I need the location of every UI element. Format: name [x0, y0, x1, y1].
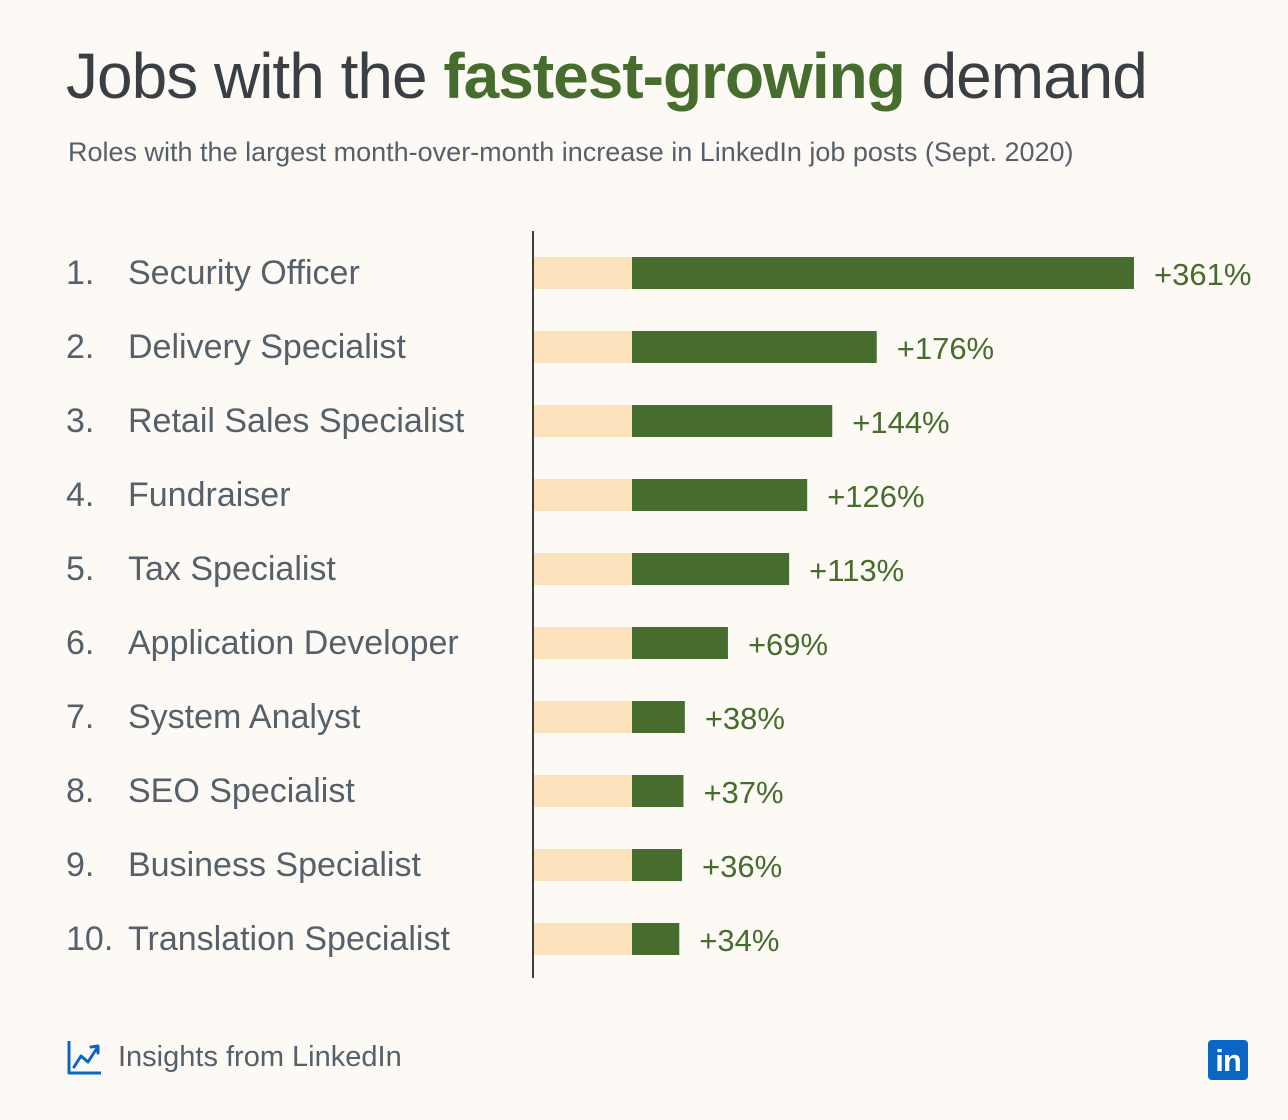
rank-number: 3. [66, 402, 95, 440]
rank-number: 7. [66, 698, 95, 736]
footer-text: Insights from LinkedIn [118, 1040, 402, 1073]
bar-base [533, 257, 632, 289]
chart-subtitle: Roles with the largest month-over-month … [68, 137, 1074, 167]
bar [632, 849, 683, 881]
value-label: +37% [703, 775, 783, 810]
bar-base [533, 701, 632, 733]
title-part-2: demand [904, 40, 1148, 112]
title-part-1: Jobs with the [66, 40, 444, 112]
rank-number: 4. [66, 476, 95, 514]
value-label: +34% [699, 923, 779, 958]
bar-base [533, 923, 632, 955]
bar-base [533, 405, 632, 437]
rank-number: 8. [66, 772, 95, 810]
footer: Insights from LinkedIn [66, 1038, 402, 1076]
category-label: Application Developer [128, 624, 459, 662]
rank-number: 1. [66, 254, 95, 292]
value-label: +69% [748, 627, 828, 662]
bar [632, 257, 1134, 289]
title-highlight: fastest-growing [443, 40, 905, 112]
rank-number: 5. [66, 550, 95, 588]
category-label: Security Officer [128, 254, 360, 292]
bar [632, 553, 790, 585]
value-label: +113% [809, 553, 904, 588]
category-label: Business Specialist [128, 846, 421, 884]
value-label: +36% [702, 849, 782, 884]
category-label: Delivery Specialist [128, 328, 406, 366]
bar [632, 627, 728, 659]
bar [632, 701, 685, 733]
category-label: Translation Specialist [128, 920, 450, 958]
value-label: +126% [827, 479, 924, 514]
bar [632, 405, 833, 437]
chart-title: Jobs with the fastest-growing demand [66, 40, 1148, 114]
category-label: Retail Sales Specialist [128, 402, 465, 440]
rank-number: 10. [66, 920, 114, 958]
bar [632, 331, 877, 363]
bar [632, 923, 680, 955]
category-label: SEO Specialist [128, 772, 355, 810]
rank-number: 2. [66, 328, 95, 366]
bar-base [533, 331, 632, 363]
bar [632, 775, 684, 807]
value-label: +38% [705, 701, 785, 736]
bar-base [533, 553, 632, 585]
category-label: Fundraiser [128, 476, 291, 514]
bar-base [533, 775, 632, 807]
linkedin-logo: in [1208, 1040, 1248, 1080]
value-label: +176% [897, 331, 994, 366]
trend-chart-icon [67, 1041, 101, 1075]
bar [632, 479, 808, 511]
bar-base [533, 479, 632, 511]
bar-base [533, 849, 632, 881]
value-label: +361% [1154, 257, 1251, 292]
category-label: System Analyst [128, 698, 361, 736]
bar-base [533, 627, 632, 659]
value-label: +144% [852, 405, 949, 440]
rank-number: 6. [66, 624, 95, 662]
category-label: Tax Specialist [128, 550, 336, 588]
rank-number: 9. [66, 846, 95, 884]
